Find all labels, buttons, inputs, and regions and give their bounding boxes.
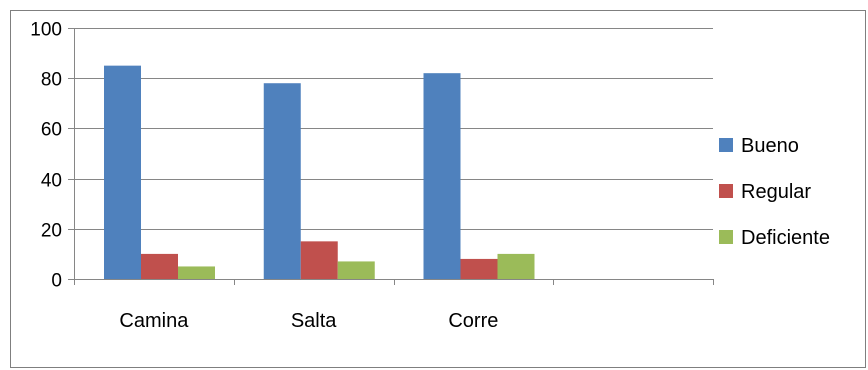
y-axis-tick-labels: 0 20 40 60 80 100 (30, 20, 62, 292)
bar-bueno-salta (263, 83, 301, 279)
x-category-label-salta: Salta (291, 310, 337, 332)
bar-deficiente-salta (337, 261, 375, 279)
y-tick-label-60: 60 (41, 120, 62, 141)
legend-swatch-bueno (719, 138, 733, 152)
legend-swatch-deficiente (719, 230, 733, 244)
bar-bueno-corre (423, 73, 461, 280)
y-tick-label-40: 40 (41, 171, 62, 192)
y-tick-label-0: 0 (51, 271, 62, 292)
legend: Bueno Regular Deficiente (719, 135, 830, 249)
x-category-label-corre: Corre (448, 310, 498, 332)
legend-label-bueno: Bueno (741, 135, 799, 157)
x-axis-category-labels: Camina Salta Corre (119, 310, 498, 332)
legend-label-regular: Regular (741, 181, 811, 203)
bar-regular-camina (141, 253, 178, 279)
bar-regular-corre (460, 258, 498, 279)
bar-deficiente-corre (497, 253, 535, 279)
x-category-label-camina: Camina (119, 310, 189, 332)
legend-swatch-regular (719, 184, 733, 198)
bar-deficiente-camina (178, 266, 215, 279)
legend-label-deficiente: Deficiente (741, 227, 830, 249)
y-tick-label-100: 100 (30, 20, 62, 41)
bars (104, 65, 535, 280)
axes (68, 28, 714, 285)
y-tick-label-20: 20 (41, 221, 62, 242)
bar-bueno-camina (104, 65, 141, 280)
bar-regular-salta (300, 241, 338, 279)
y-tick-label-80: 80 (41, 70, 62, 91)
gridlines (74, 28, 713, 230)
